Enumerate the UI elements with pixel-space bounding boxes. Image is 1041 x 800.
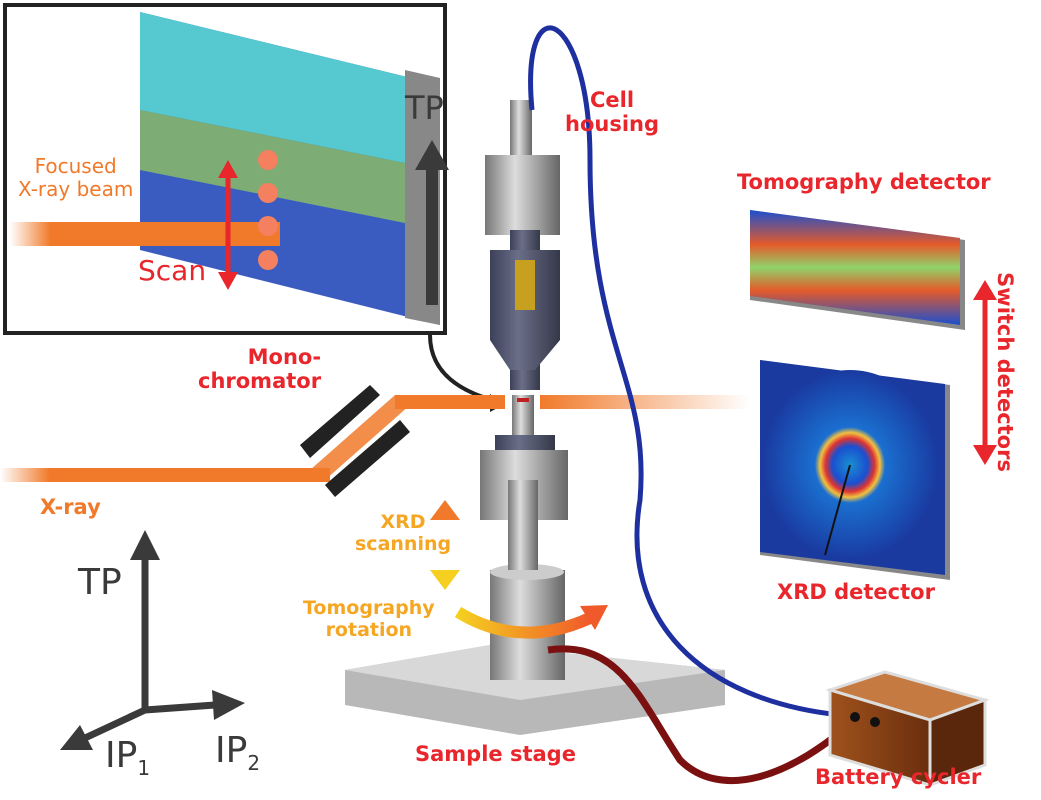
monochromatic-beam <box>395 395 505 409</box>
battery-cycler-label: Battery cycler <box>815 765 982 789</box>
switch-detectors-label: Switch detectors <box>992 272 1017 472</box>
inset-tp-label: TP <box>405 89 444 127</box>
axis-tp-label: TP <box>78 562 122 603</box>
xrd-scanning-label: XRD scanning <box>355 511 452 555</box>
axis-ip2-label: IP2 <box>215 730 260 775</box>
monochromator-crystals <box>300 385 410 497</box>
scan-label: Scan <box>138 254 207 287</box>
ip1-subscript: 1 <box>137 756 151 781</box>
tomography-detector-label: Tomography detector <box>737 170 991 194</box>
xray-label: X-ray <box>40 495 101 519</box>
coordinate-axes <box>60 530 245 750</box>
tomography-rotation-label: Tomography rotation <box>303 597 435 641</box>
ip1-text: IP <box>105 735 138 776</box>
xrd-detector-label: XRD detector <box>777 580 935 604</box>
inset-panel <box>3 3 449 335</box>
ip2-text: IP <box>215 730 248 771</box>
axis-ip1-label: IP1 <box>105 735 150 780</box>
sample-stage-label: Sample stage <box>415 742 576 766</box>
red-cable <box>547 645 863 785</box>
focused-beam <box>10 222 280 246</box>
monochromator-label: Mono- chromator <box>198 345 322 394</box>
battery-cycler <box>824 670 990 788</box>
ip2-subscript: 2 <box>247 751 261 776</box>
sample-stage <box>345 564 725 735</box>
cell-housing <box>480 100 568 570</box>
blue-cable <box>528 25 841 718</box>
xray-beam <box>0 468 330 482</box>
rotation-arrow <box>454 606 593 639</box>
cell-housing-label: Cell housing <box>565 88 660 137</box>
focused-beam-label: Focused X-ray beam <box>18 154 134 201</box>
tomography-detector <box>750 210 965 330</box>
xrd-detector <box>760 360 950 580</box>
